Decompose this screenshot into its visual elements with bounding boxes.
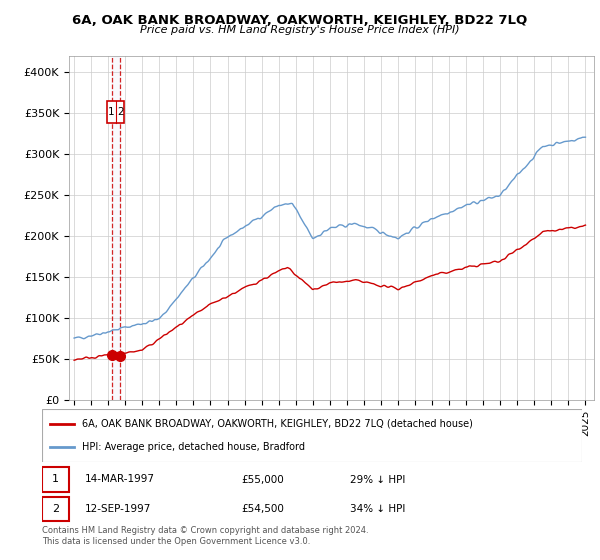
Text: Contains HM Land Registry data © Crown copyright and database right 2024.
This d: Contains HM Land Registry data © Crown c… — [42, 526, 368, 546]
FancyBboxPatch shape — [107, 101, 124, 123]
Text: HPI: Average price, detached house, Bradford: HPI: Average price, detached house, Brad… — [83, 442, 305, 452]
Text: 14-MAR-1997: 14-MAR-1997 — [85, 474, 155, 484]
Text: 29% ↓ HPI: 29% ↓ HPI — [350, 474, 405, 484]
Text: 6A, OAK BANK BROADWAY, OAKWORTH, KEIGHLEY, BD22 7LQ (detached house): 6A, OAK BANK BROADWAY, OAKWORTH, KEIGHLE… — [83, 419, 473, 429]
FancyBboxPatch shape — [42, 409, 582, 462]
Text: 2: 2 — [52, 504, 59, 514]
Text: 1: 1 — [107, 107, 114, 117]
Bar — [112, 56, 120, 400]
FancyBboxPatch shape — [42, 467, 69, 492]
FancyBboxPatch shape — [42, 497, 69, 521]
Text: £55,000: £55,000 — [242, 474, 284, 484]
Text: 6A, OAK BANK BROADWAY, OAKWORTH, KEIGHLEY, BD22 7LQ: 6A, OAK BANK BROADWAY, OAKWORTH, KEIGHLE… — [73, 14, 527, 27]
Text: 2: 2 — [118, 107, 124, 117]
Text: £54,500: £54,500 — [242, 504, 284, 514]
Text: Price paid vs. HM Land Registry's House Price Index (HPI): Price paid vs. HM Land Registry's House … — [140, 25, 460, 35]
Text: 12-SEP-1997: 12-SEP-1997 — [85, 504, 152, 514]
Text: 34% ↓ HPI: 34% ↓ HPI — [350, 504, 405, 514]
Text: 1: 1 — [52, 474, 59, 484]
